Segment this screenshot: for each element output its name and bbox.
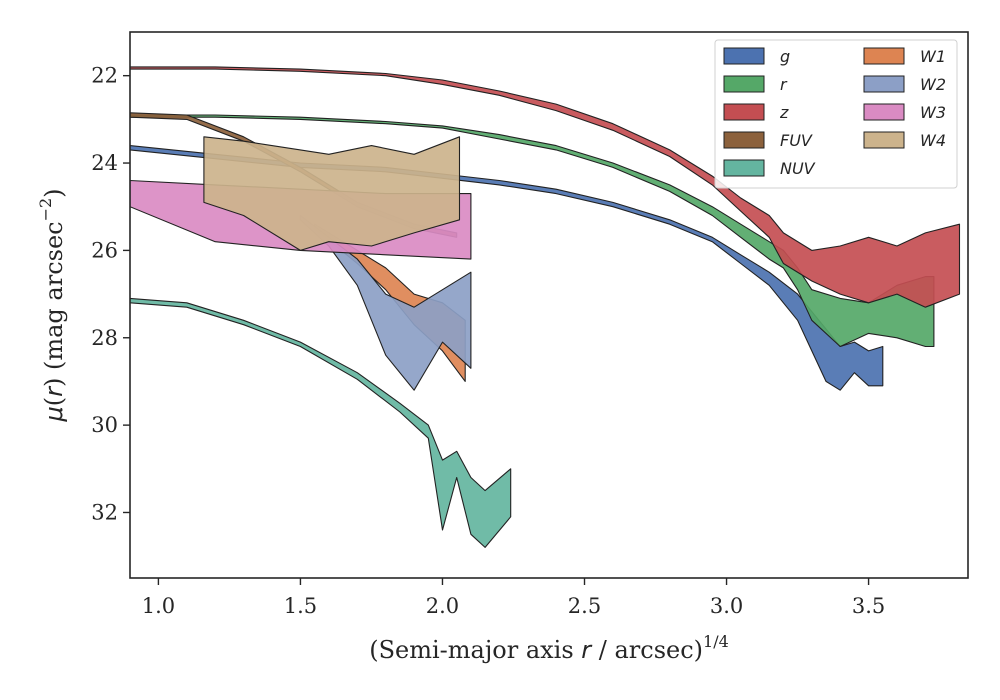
legend-label-w2: W2 (920, 75, 946, 94)
series-band-nuv (130, 297, 512, 548)
series-layer (130, 66, 961, 548)
series-band-r (130, 114, 935, 348)
x-axis-label-prefix: (Semi-major axis (369, 636, 581, 664)
legend-swatch-fuv (723, 131, 765, 149)
y-axis-label-end: ) (40, 188, 68, 197)
legend-label-nuv: NUV (780, 159, 816, 178)
series-band-w2 (299, 214, 472, 391)
y-axis-label-var: r (40, 385, 68, 397)
legend-swatch-r (723, 75, 765, 93)
series-band-g (130, 145, 884, 391)
y-tick-label: 22 (91, 64, 118, 88)
legend-swatch-w1 (863, 47, 905, 65)
x-tick-label: 3.5 (852, 594, 885, 618)
x-tick-label: 3.0 (710, 594, 743, 618)
y-axis-label-open: ( (40, 397, 68, 406)
x-tick-label: 2.5 (568, 594, 601, 618)
y-tick-label: 32 (91, 500, 118, 524)
legend-label-fuv: FUV (780, 131, 813, 150)
y-tick-label: 24 (91, 151, 118, 175)
x-axis-label-var: r (581, 636, 593, 664)
y-axis-label-mu: μ (40, 406, 68, 422)
legend: grz FUV NUV W1 W2 W3 W4 (714, 39, 958, 189)
y-tick-label: 30 (91, 413, 118, 437)
y-axis-label-sup: −2 (36, 198, 55, 222)
x-tick-label: 1.0 (142, 594, 175, 618)
y-axis-label-close: ) (40, 378, 68, 387)
y-axis-ticks: 22 24 26 28 30 32 (91, 64, 130, 524)
y-tick-label: 26 (91, 238, 118, 262)
legend-label-w3: W3 (920, 103, 946, 122)
x-axis-ticks: 1.0 1.5 2.0 2.5 3.0 3.5 (142, 578, 885, 618)
legend-label-w1: W1 (920, 47, 946, 66)
x-axis-label-mid: / arcsec) (591, 636, 703, 664)
y-tick-label: 28 (91, 326, 118, 350)
legend-swatch-z (723, 103, 765, 121)
x-tick-label: 1.5 (284, 594, 317, 618)
legend-label-g: g (780, 47, 790, 66)
y-axis-label-unit: (mag arcsec (40, 221, 68, 377)
legend-label-z: z (779, 103, 789, 122)
x-axis-label-sup: 1/4 (703, 632, 729, 651)
legend-label-r: r (780, 75, 788, 94)
legend-swatch-w4 (863, 131, 905, 149)
y-axis-label: μ(r) (mag arcsec−2) (36, 188, 68, 422)
legend-swatch-g (723, 47, 765, 65)
series-band-w4 (203, 136, 461, 251)
series-band-z (130, 66, 961, 308)
x-axis-label: (Semi-major axis r / arcsec)1/4 (369, 632, 729, 664)
x-tick-label: 2.0 (426, 594, 459, 618)
legend-swatch-w2 (863, 75, 905, 93)
legend-swatch-w3 (863, 103, 905, 121)
legend-label-w4: W4 (920, 131, 946, 150)
legend-swatch-nuv (723, 159, 765, 177)
plot-frame (129, 31, 969, 579)
